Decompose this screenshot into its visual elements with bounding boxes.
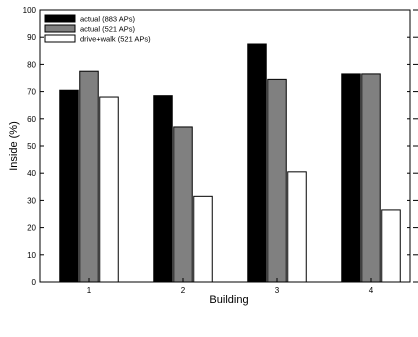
y-axis: 0 10 20 30 40 50 60 70 80 90 100 [23, 6, 410, 287]
legend-label: drive+walk (521 APs) [80, 35, 151, 44]
bars-group [59, 43, 401, 283]
bar [267, 78, 287, 283]
y-tick-label: 0 [32, 278, 37, 287]
bar [99, 96, 119, 283]
y-tick-label: 40 [27, 169, 36, 178]
legend-swatch [44, 34, 76, 43]
y-axis-title: Inside (%) [8, 121, 20, 171]
legend: actual (883 APs)actual (521 APs)drive+wa… [44, 14, 151, 44]
bar [153, 95, 173, 283]
y-tick-label: 100 [23, 6, 37, 15]
legend-label: actual (883 APs) [80, 15, 136, 24]
bar [79, 70, 99, 283]
legend-label: actual (521 APs) [80, 25, 136, 34]
legend-swatch [44, 14, 76, 23]
y-tick-label: 60 [27, 115, 36, 124]
y-tick-label: 70 [27, 88, 36, 97]
y-tick-label: 80 [27, 60, 36, 69]
bar [381, 209, 401, 283]
x-tick-label: 4 [369, 286, 374, 295]
bar [341, 73, 361, 283]
y-tick-label: 50 [27, 142, 36, 151]
x-tick-label: 3 [275, 286, 280, 295]
bar [173, 126, 193, 283]
bar [247, 43, 267, 283]
bar [59, 89, 79, 283]
x-axis: 1 2 3 4 [87, 278, 374, 295]
bar [287, 171, 307, 283]
legend-swatch [44, 24, 76, 33]
x-tick-label: 1 [87, 286, 92, 295]
y-tick-label: 20 [27, 224, 36, 233]
y-tick-label: 30 [27, 196, 36, 205]
bar [361, 73, 381, 283]
bar [193, 195, 213, 283]
x-tick-label: 2 [181, 286, 186, 295]
y-tick-label: 10 [27, 251, 36, 260]
x-axis-title: Building [209, 294, 248, 306]
y-tick-label: 90 [27, 33, 36, 42]
right-edge-marks [413, 9, 418, 283]
